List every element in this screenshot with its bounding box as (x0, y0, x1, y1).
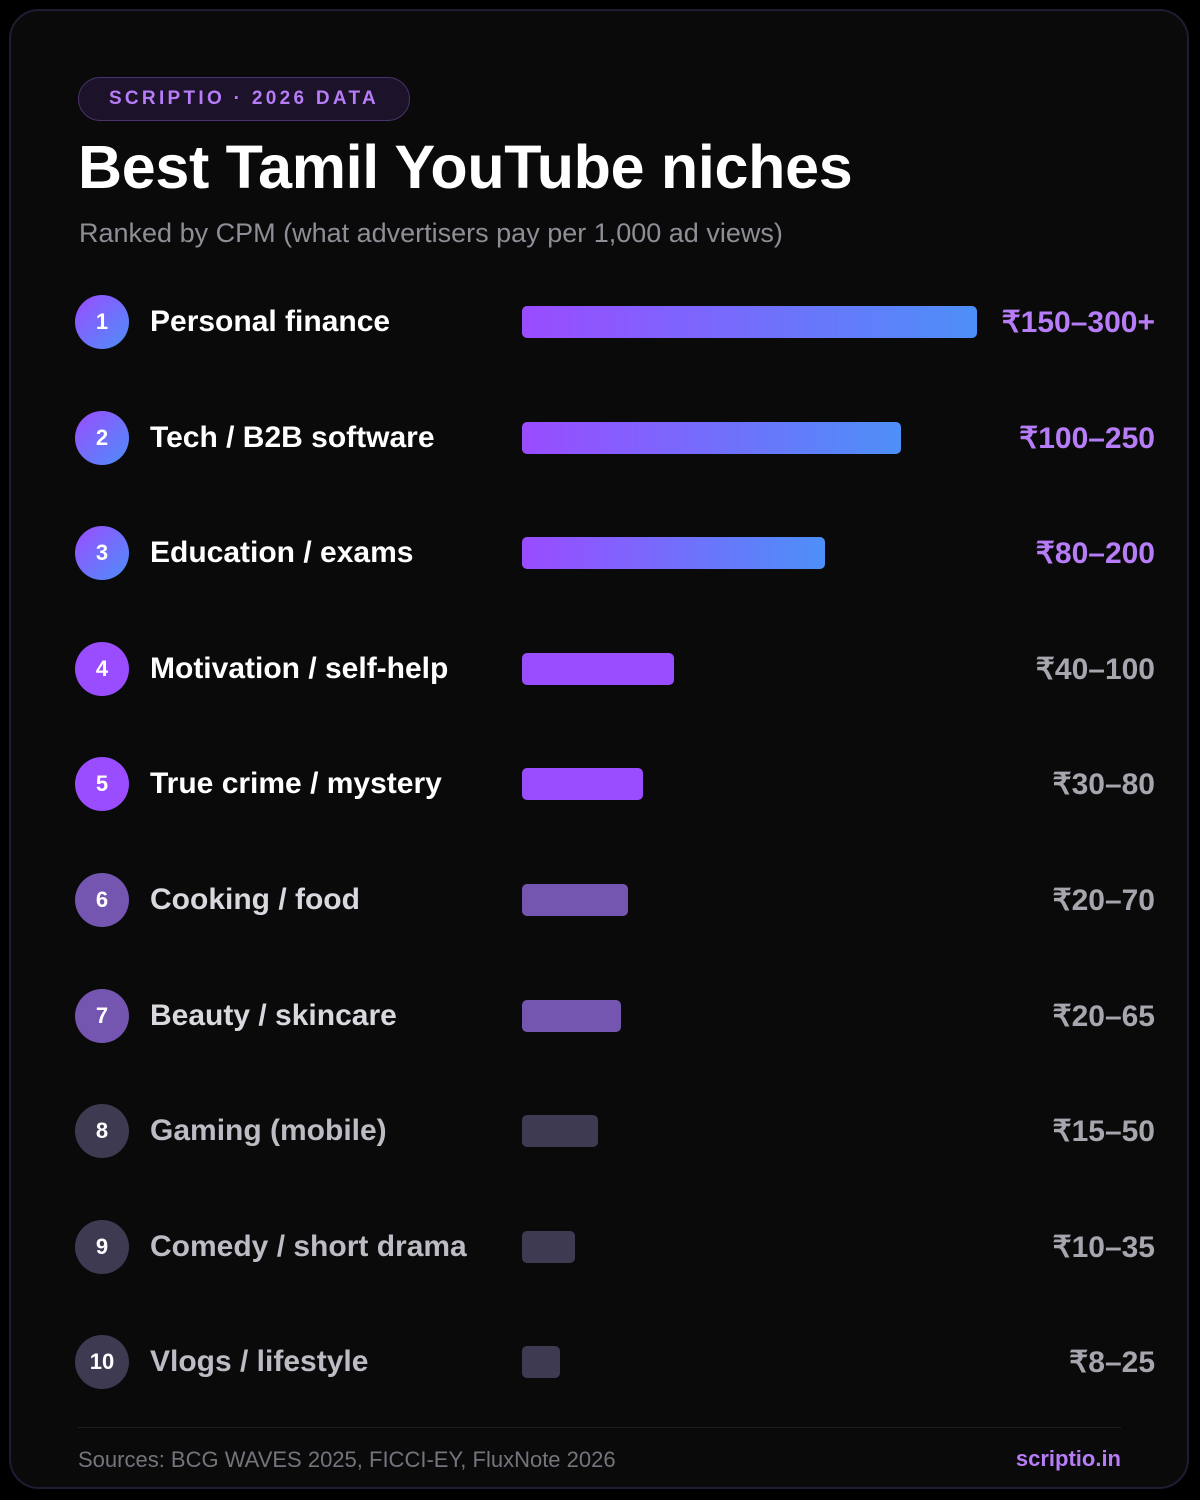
cpm-bar (522, 652, 674, 685)
cpm-value-label: ₹100–250 (1019, 421, 1155, 455)
rank-badge: 8 (75, 1104, 129, 1159)
category-label: Personal finance (150, 305, 391, 338)
sources-note: Sources: BCG WAVES 2025, FICCI-EY, FluxN… (78, 1447, 616, 1472)
cpm-value-label: ₹40–100 (1035, 652, 1155, 686)
chart-row: 5 True crime / mystery ₹30–80 (0, 753, 1200, 813)
cpm-value-label: ₹15–50 (1052, 1115, 1155, 1149)
rank-badge: 5 (75, 757, 129, 812)
category-label: Cooking / food (150, 883, 360, 916)
chart-row: 1 Personal finance ₹150–300+ (0, 291, 1200, 351)
cpm-bar (522, 1230, 575, 1263)
rank-badge: 3 (75, 526, 129, 581)
category-label: Vlogs / lifestyle (150, 1345, 369, 1379)
rank-badge: 9 (75, 1219, 129, 1274)
category-label: Comedy / short drama (150, 1229, 467, 1263)
category-label: Tech / B2B software (150, 420, 435, 454)
cpm-value-label: ₹8–25 (1069, 1346, 1155, 1380)
cpm-value-label: ₹80–200 (1035, 537, 1155, 571)
brand-link[interactable]: scriptio.in (1015, 1446, 1121, 1471)
footer-divider (78, 1427, 1121, 1428)
chart-row: 3 Education / exams ₹80–200 (0, 522, 1200, 582)
cpm-value-label: ₹20–70 (1052, 884, 1155, 917)
chart-row: 9 Comedy / short drama ₹10–35 (0, 1216, 1200, 1276)
cpm-bar (522, 884, 628, 916)
rank-badge: 2 (75, 410, 129, 465)
category-label: True crime / mystery (150, 767, 442, 801)
chart-subtitle: Ranked by CPM (what advertisers pay per … (79, 218, 783, 248)
cpm-value-label: ₹30–80 (1052, 768, 1155, 802)
cpm-bar (522, 1346, 560, 1379)
rank-badge: 6 (75, 873, 129, 927)
source-badge: SCRIPTIO · 2026 DATA (78, 77, 410, 121)
chart-card (9, 9, 1189, 1489)
cpm-bar (522, 1115, 598, 1148)
rank-badge: 7 (75, 988, 129, 1043)
cpm-bar (522, 999, 621, 1032)
rank-badge: 10 (75, 1335, 129, 1390)
category-label: Gaming (mobile) (150, 1114, 387, 1148)
chart-row: 7 Beauty / skincare ₹20–65 (0, 985, 1200, 1045)
cpm-value-label: ₹10–35 (1052, 1230, 1155, 1264)
category-label: Beauty / skincare (150, 998, 397, 1032)
cpm-bar (522, 768, 643, 801)
cpm-value-label: ₹20–65 (1052, 999, 1155, 1033)
cpm-bar (522, 421, 901, 454)
rank-badge: 4 (75, 641, 129, 696)
cpm-value-label: ₹150–300+ (1001, 306, 1155, 339)
cpm-bar (522, 537, 825, 570)
chart-row: 8 Gaming (mobile) ₹15–50 (0, 1100, 1200, 1160)
rank-badge: 1 (75, 295, 129, 349)
chart-row: 6 Cooking / food ₹20–70 (0, 869, 1200, 929)
chart-title: Best Tamil YouTube niches (78, 133, 853, 201)
category-label: Education / exams (150, 536, 414, 570)
chart-row: 10 Vlogs / lifestyle ₹8–25 (0, 1331, 1200, 1391)
category-label: Motivation / self-help (150, 651, 449, 685)
chart-row: 2 Tech / B2B software ₹100–250 (0, 407, 1200, 467)
chart-row: 4 Motivation / self-help ₹40–100 (0, 638, 1200, 698)
cpm-bar (522, 306, 977, 338)
